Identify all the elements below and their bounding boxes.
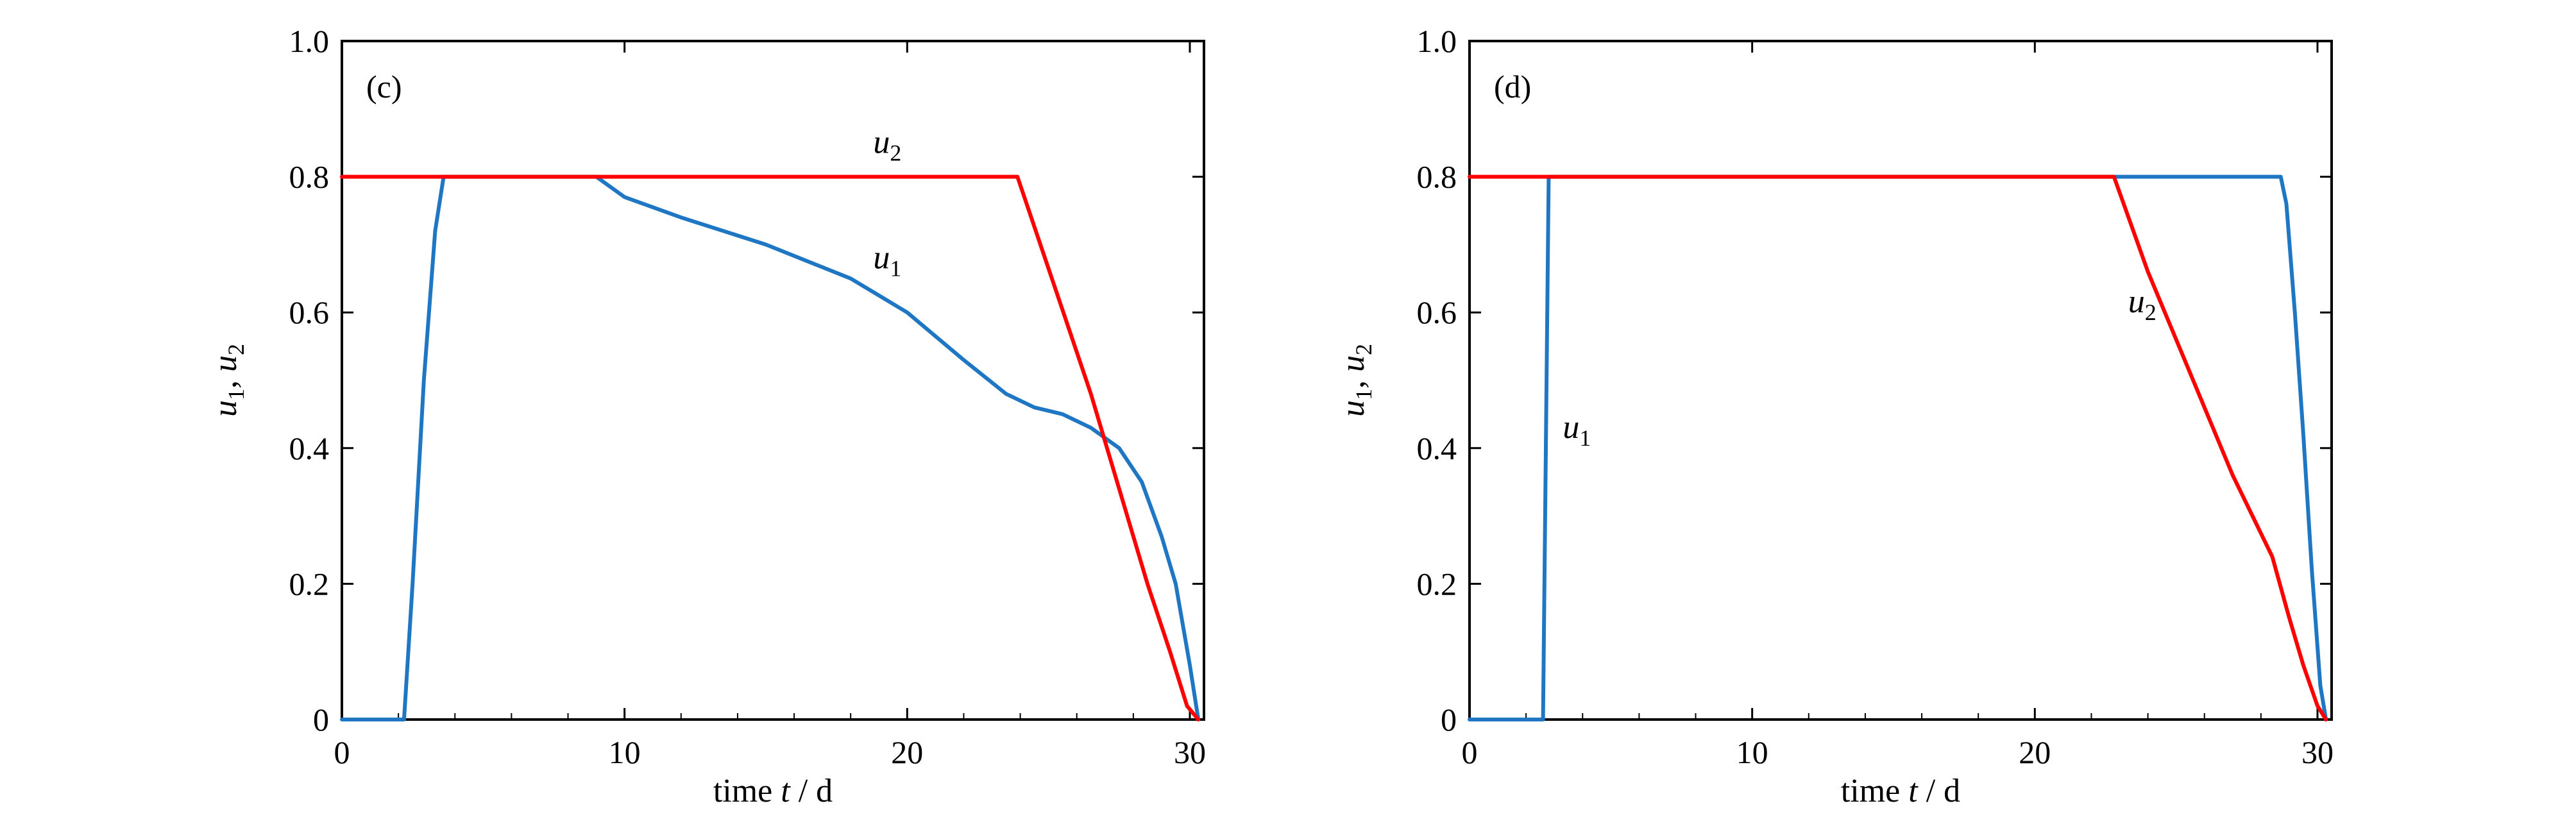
plot-frame <box>1468 40 2333 721</box>
x-axis-label: time t / d <box>1841 773 1960 809</box>
y-tick-label: 0.2 <box>289 566 330 602</box>
series-line-u1 <box>340 174 1201 721</box>
x-tick-label: 0 <box>1462 734 1478 770</box>
x-tick-label: 20 <box>2019 734 2051 770</box>
x-tick-label: 10 <box>1736 734 1768 770</box>
y-tick-label: 0.2 <box>1417 566 1457 602</box>
y-tick-label: 0.8 <box>1417 159 1457 195</box>
series-line-u2 <box>340 174 1201 721</box>
curve-label-u2: u2 <box>873 124 901 166</box>
y-tick-label: 0 <box>313 702 329 737</box>
y-axis-label: u1​, u2​ <box>207 344 249 417</box>
curve-label-u1: u1 <box>1563 409 1591 451</box>
y-tick-label: 0.8 <box>289 159 330 195</box>
y-tick-label: 0.4 <box>1417 430 1457 466</box>
panel-c: 0 10 20 30 0 0.2 0.4 0.6 0.8 1.0 time t / d u1​, u2… <box>207 23 1206 809</box>
y-axis-label: u1​, u2​ <box>1335 344 1377 417</box>
curve-label-u1: u1 <box>873 239 901 281</box>
x-tick-label: 30 <box>2301 734 2334 770</box>
y-tick-label: 1.0 <box>289 23 330 59</box>
x-tick-label: 20 <box>891 734 923 770</box>
x-tick-label: 10 <box>609 734 641 770</box>
series-line-u2 <box>1468 174 2328 721</box>
panel-label: (d) <box>1494 69 1531 105</box>
y-tick-label: 0 <box>1441 702 1457 737</box>
panel-label: (c) <box>366 69 402 105</box>
plot-frame <box>341 40 1205 721</box>
series-line-u1 <box>1468 174 2328 721</box>
x-tick-label: 30 <box>1174 734 1206 770</box>
curve-label-u2: u2 <box>2128 283 2157 325</box>
x-axis-label: time t / d <box>713 773 833 809</box>
x-tick-label: 0 <box>334 734 350 770</box>
y-tick-label: 0.6 <box>1417 294 1457 330</box>
y-tick-label: 1.0 <box>1417 23 1457 59</box>
y-tick-label: 0.6 <box>289 294 330 330</box>
panel-d: 0 10 20 30 0 0.2 0.4 0.6 0.8 1.0 time t / d u1​, u2… <box>1335 23 2334 809</box>
y-tick-label: 0.4 <box>289 430 330 466</box>
